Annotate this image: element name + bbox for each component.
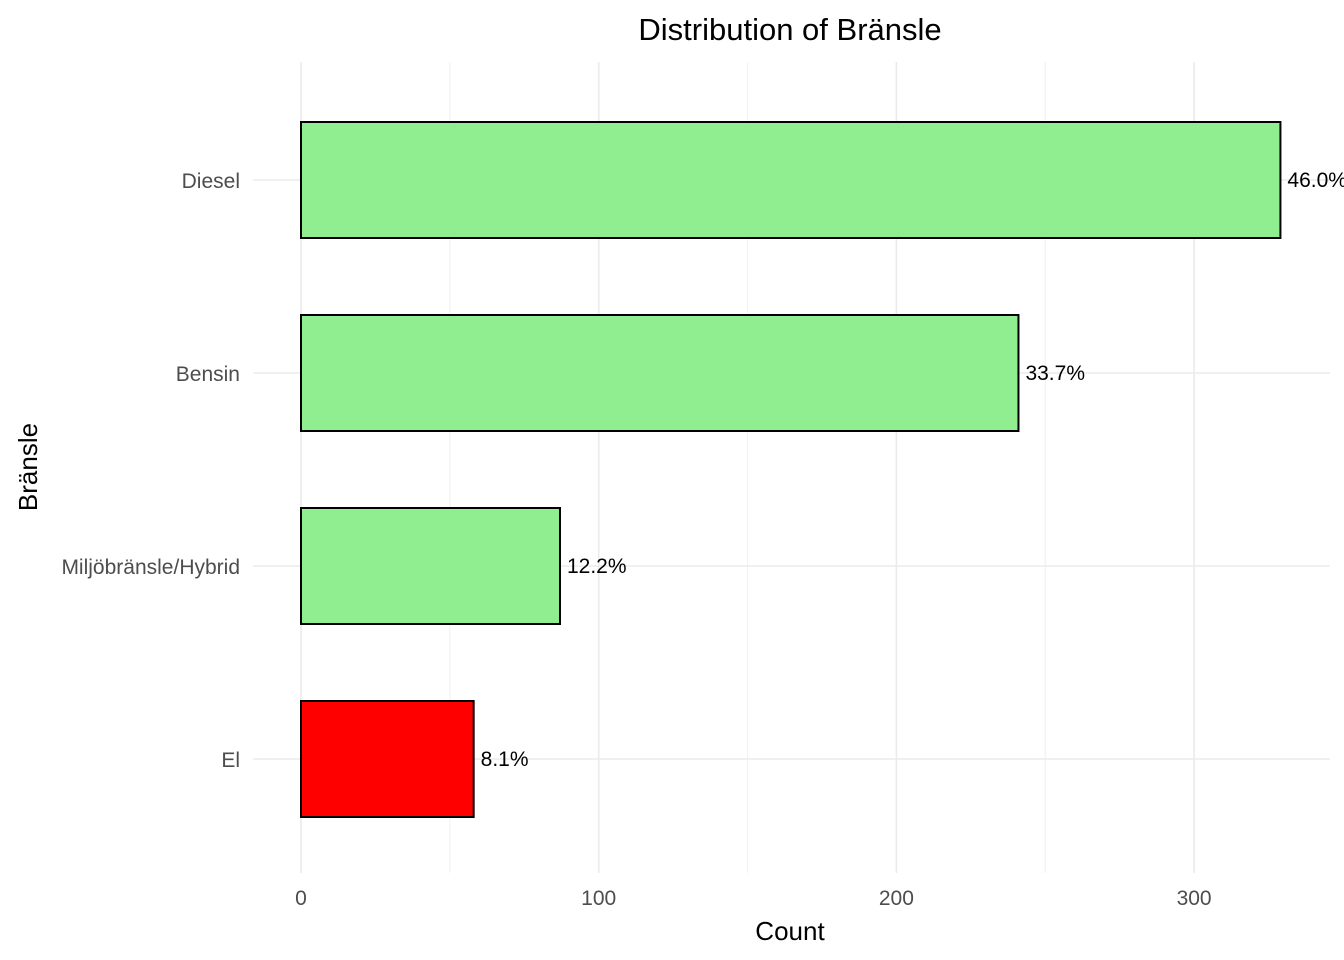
chart-title: Distribution of Bränsle <box>638 12 941 47</box>
y-axis-title: Bränsle <box>13 423 43 511</box>
bar-milj-br-nsle-hybrid <box>300 507 561 625</box>
bar-labels: 46.0% 33.7% 12.2% 8.1% <box>481 169 1344 771</box>
bars <box>300 121 1282 818</box>
x-tick-label: 300 <box>1177 887 1212 910</box>
y-tick-label: Miljöbränsle/Hybrid <box>61 556 240 579</box>
y-tick-label: Bensin <box>176 363 240 386</box>
bar-diesel <box>300 121 1282 239</box>
bar-label-bensin: 33.7% <box>1025 362 1085 385</box>
x-tick-label: 0 <box>295 887 307 910</box>
bar-label-el: 8.1% <box>481 748 529 771</box>
x-axis-ticks: 0 100 200 300 <box>295 887 1211 910</box>
bar-bensin <box>300 314 1020 432</box>
x-tick-label: 200 <box>879 887 914 910</box>
bar-label-diesel: 46.0% <box>1287 169 1344 192</box>
x-axis-title: Count <box>755 916 825 946</box>
x-tick-label: 100 <box>581 887 616 910</box>
y-tick-label: El <box>221 749 240 772</box>
y-axis-ticks: Diesel Bensin Miljöbränsle/Hybrid El <box>61 170 240 772</box>
bar-label-milj-br-nsle-hybrid: 12.2% <box>567 555 627 578</box>
y-tick-label: Diesel <box>182 170 240 193</box>
bar-el <box>300 700 475 818</box>
